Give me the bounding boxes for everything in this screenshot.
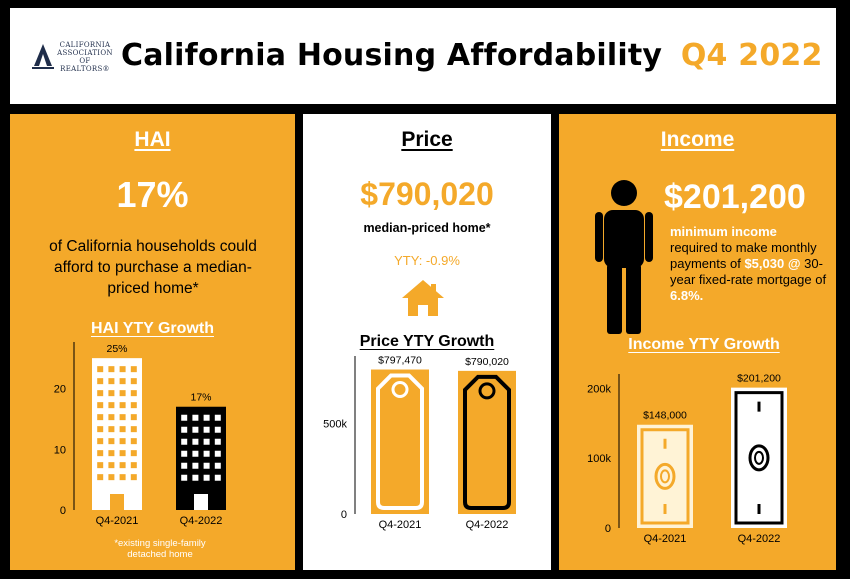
price-chart: 0 500k $797,470 Q4-2021 $790,020 Q4-2022 bbox=[323, 355, 516, 531]
price-chart-title: Price YTY Growth bbox=[359, 333, 495, 350]
income-chart-title: Income YTY Growth bbox=[628, 336, 780, 353]
price-panel: Price $790,020 median-priced home* YTY: … bbox=[303, 114, 551, 570]
price-big-value: $790,020 bbox=[360, 176, 494, 212]
x-tick-label: Q4-2021 bbox=[644, 533, 687, 545]
bar-q4-2022 bbox=[731, 387, 787, 528]
y-tick-label: 0 bbox=[60, 505, 66, 517]
income-desc-line1: minimum income bbox=[670, 224, 777, 239]
y-tick-label: 20 bbox=[54, 384, 66, 396]
income-rate: 6.8%. bbox=[670, 288, 704, 303]
house-icon bbox=[402, 280, 444, 316]
data-label: 17% bbox=[190, 392, 211, 404]
x-tick-label: Q4-2021 bbox=[379, 519, 422, 531]
period-label: Q4 2022 bbox=[680, 38, 823, 73]
data-label: $201,200 bbox=[737, 373, 781, 385]
income-chart: 0 100k 200k $148,000 Q4-2021 $201,200 Q4-2022 bbox=[587, 373, 787, 545]
price-heading: Price bbox=[401, 128, 453, 151]
x-tick-label: Q4-2022 bbox=[466, 519, 509, 531]
hai-big-value: 17% bbox=[116, 174, 189, 215]
income-big-value: $201,200 bbox=[664, 178, 806, 216]
income-desc-line4: 30-year fixed-rate mortgage of bbox=[670, 256, 827, 287]
price-subtitle: median-priced home* bbox=[363, 221, 491, 235]
y-tick-label: 200k bbox=[587, 383, 611, 395]
data-label: $797,470 bbox=[378, 355, 422, 367]
income-panel: Income $201,200 minimum income required … bbox=[559, 114, 836, 570]
y-tick-label: 0 bbox=[341, 509, 347, 521]
income-heading: Income bbox=[660, 128, 735, 151]
x-tick-label: Q4-2022 bbox=[738, 533, 781, 545]
data-label: 25% bbox=[106, 343, 127, 355]
y-tick-label: 500k bbox=[323, 418, 347, 430]
data-label: $790,020 bbox=[465, 356, 509, 368]
y-tick-label: 100k bbox=[587, 453, 611, 465]
hai-chart-title: HAI YTY Growth bbox=[91, 320, 214, 337]
hai-chart: 0 10 20 25% Q4-2021 17% Q4-2022 bbox=[54, 342, 226, 527]
y-tick-label: 10 bbox=[54, 444, 66, 456]
hai-description: of California households could afford to… bbox=[49, 238, 257, 297]
bar-q4-2022 bbox=[176, 406, 226, 510]
logo-icon bbox=[32, 44, 54, 69]
income-payment: $5,030 @ bbox=[744, 256, 801, 271]
income-description: minimum income required to make monthly … bbox=[670, 224, 830, 304]
x-tick-label: Q4-2022 bbox=[180, 515, 223, 527]
price-yty: YTY: -0.9% bbox=[394, 253, 460, 268]
bar-q4-2021 bbox=[637, 424, 693, 528]
logo-text: CALIFORNIA ASSOCIATION OF REALTORS® bbox=[57, 41, 113, 73]
hai-footnote: *existing single-family detached home bbox=[114, 538, 206, 560]
y-tick-label: 0 bbox=[605, 523, 611, 535]
bar-q4-2021 bbox=[92, 358, 142, 510]
income-desc-line2: required to make monthly payments of bbox=[670, 240, 817, 271]
person-icon bbox=[595, 180, 653, 334]
hai-heading: HAI bbox=[134, 128, 171, 151]
header: CALIFORNIA ASSOCIATION OF REALTORS® Cali… bbox=[10, 8, 836, 104]
page-title: California Housing Affordability Q4 2022 bbox=[121, 38, 823, 73]
bar-q4-2022 bbox=[458, 370, 516, 514]
bar-q4-2021 bbox=[371, 369, 429, 514]
data-label: $148,000 bbox=[643, 410, 687, 422]
hai-panel: HAI 17% of California households could a… bbox=[10, 114, 295, 570]
x-tick-label: Q4-2021 bbox=[96, 515, 139, 527]
